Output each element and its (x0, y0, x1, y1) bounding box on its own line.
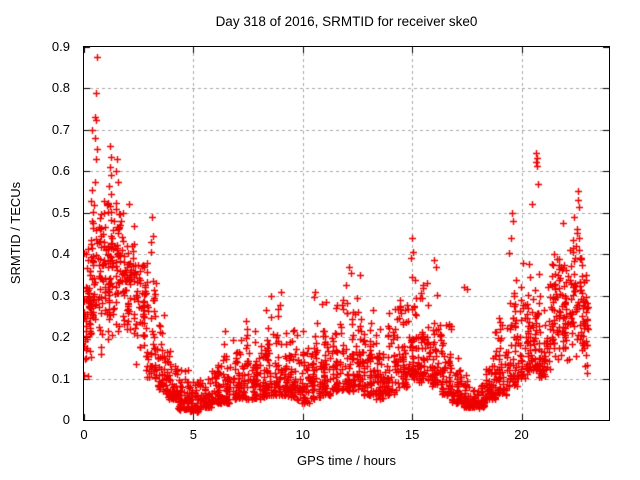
scatter-canvas (84, 47, 609, 420)
y-tick-label: 0.7 (51, 121, 70, 137)
x-tick-label: 5 (189, 427, 197, 442)
y-tick-label: 0.6 (51, 163, 70, 179)
y-tick-label: 0.4 (51, 246, 70, 262)
y-tick-label: 0.3 (51, 287, 70, 303)
y-tick-label: 0.9 (51, 39, 70, 54)
y-tick-label: 0.1 (51, 370, 70, 386)
x-tick-label: 0 (80, 427, 88, 442)
y-tick-label: 0.2 (51, 329, 70, 345)
x-tick-label: 15 (404, 427, 420, 442)
y-tick-label: 0 (62, 412, 70, 427)
y-tick-label: 0.5 (51, 204, 70, 220)
chart-title: Day 318 of 2016, SRMTID for receiver ske… (215, 14, 478, 29)
x-axis-label: GPS time / hours (297, 453, 396, 468)
x-tick-label: 20 (514, 427, 529, 442)
plot-area (83, 46, 610, 421)
y-tick-label: 0.8 (51, 80, 70, 96)
x-tick-label: 10 (295, 427, 310, 442)
